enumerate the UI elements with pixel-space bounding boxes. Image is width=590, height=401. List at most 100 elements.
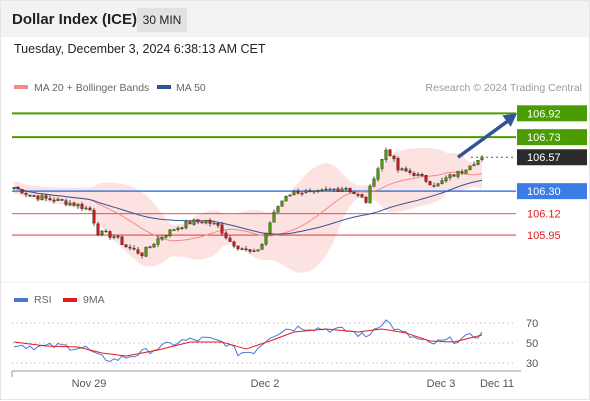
level-label-106-30: 106.30	[527, 186, 561, 198]
candle-body	[268, 222, 272, 234]
trend-arrow-head	[502, 113, 517, 127]
candle-body	[20, 189, 24, 194]
candle-body	[472, 164, 476, 167]
candle-body	[68, 202, 72, 206]
candle-body	[408, 170, 412, 173]
candle-body	[64, 200, 68, 205]
candle-body	[156, 238, 160, 245]
x-tick-label: Dec 11	[480, 378, 514, 390]
candle-body	[256, 249, 260, 252]
trend-arrow-shaft	[456, 115, 515, 159]
level-badge-106-73	[517, 129, 587, 146]
candle-body	[212, 222, 216, 225]
legend-swatch-ma20	[14, 85, 28, 89]
candle-body	[208, 219, 212, 224]
candle-body	[116, 235, 120, 238]
chart-header: Dollar Index (ICE) 30 MIN	[1, 1, 589, 37]
candle-body	[204, 220, 208, 224]
candle-body	[312, 190, 316, 193]
candle-body	[44, 195, 48, 199]
candle-body	[420, 174, 424, 176]
candle-body	[132, 247, 136, 250]
candle-body	[244, 248, 248, 251]
x-tick-label: Nov 29	[72, 378, 107, 390]
candle-body	[28, 194, 32, 197]
candle-body	[308, 190, 312, 192]
level-label-106-57: 106.57	[527, 152, 561, 164]
candle-body	[260, 244, 264, 250]
legend-label-ma20: MA 20 + Bollinger Bands	[34, 82, 149, 94]
instrument-title: Dollar Index (ICE)	[12, 11, 138, 28]
candle-body	[424, 175, 428, 182]
candle-body	[72, 202, 76, 206]
candle-body	[220, 224, 224, 234]
candle-body	[52, 199, 56, 202]
candle-body	[112, 236, 116, 238]
candle-body	[392, 155, 396, 160]
candle-body	[48, 198, 52, 201]
rsi-tick-70: 70	[526, 318, 538, 330]
candle-body	[348, 187, 352, 193]
timeframe-button[interactable]: 30 MIN	[137, 8, 187, 32]
candle-body	[292, 190, 296, 195]
candle-body	[344, 187, 348, 190]
candle-body	[80, 203, 84, 209]
candle-body	[456, 170, 460, 177]
candle-body	[304, 190, 308, 193]
candle-body	[56, 198, 60, 201]
candle-body	[288, 194, 292, 197]
candle-body	[196, 219, 200, 223]
rsi-tick-30: 30	[526, 358, 538, 370]
candle-body	[76, 203, 80, 207]
candle-body	[120, 236, 124, 245]
candle-body	[128, 246, 132, 249]
candle-body	[124, 244, 128, 248]
candle-body	[88, 207, 92, 211]
candle-body	[272, 212, 276, 223]
candle-body	[276, 206, 280, 213]
candle-body	[300, 192, 304, 195]
candle-body	[172, 229, 176, 231]
candle-body	[140, 252, 144, 256]
candle-body	[248, 249, 252, 252]
candle-body	[448, 174, 452, 179]
timestamp: Tuesday, December 3, 2024 6:38:13 AM CET	[14, 42, 266, 56]
candle-body	[216, 222, 220, 226]
rsi-panel: 70 50 30	[12, 318, 538, 370]
x-axis: Nov 29 Dec 2 Dec 3 Dec 11	[11, 371, 514, 390]
candle-body	[324, 188, 328, 191]
candle-body	[388, 149, 392, 157]
level-label-105-95: 105.95	[527, 230, 561, 242]
candle-body	[336, 188, 340, 192]
candle-body	[372, 178, 376, 187]
candle-body	[240, 248, 244, 250]
candle-body	[360, 194, 364, 198]
candle-body	[104, 230, 108, 233]
candle-body	[228, 237, 232, 242]
candle-body	[284, 196, 288, 202]
legend-label-rsi: RSI	[34, 294, 52, 306]
candle-body	[384, 149, 388, 160]
candle-body	[152, 243, 156, 248]
candle-body	[460, 171, 464, 174]
candle-body	[232, 241, 236, 247]
candle-body	[444, 177, 448, 182]
x-tick-label: Dec 2	[251, 378, 280, 390]
level-label-106-73: 106.73	[527, 132, 561, 144]
candle-body	[404, 168, 408, 172]
candle-body	[184, 221, 188, 229]
level-badge-106-30	[517, 183, 587, 200]
bollinger-band-area	[14, 147, 482, 273]
candle-body	[416, 173, 420, 177]
candle-body	[12, 187, 16, 189]
candle-body	[316, 190, 320, 192]
candle-body	[264, 233, 268, 245]
legend-swatch-ma50	[157, 85, 171, 89]
candle-body	[108, 231, 112, 238]
legend-swatch-rsi	[14, 298, 28, 302]
candle-body	[296, 190, 300, 194]
rsi-9ma-line	[13, 328, 483, 357]
level-label-106-12: 106.12	[527, 209, 561, 221]
candle-body	[40, 195, 44, 200]
